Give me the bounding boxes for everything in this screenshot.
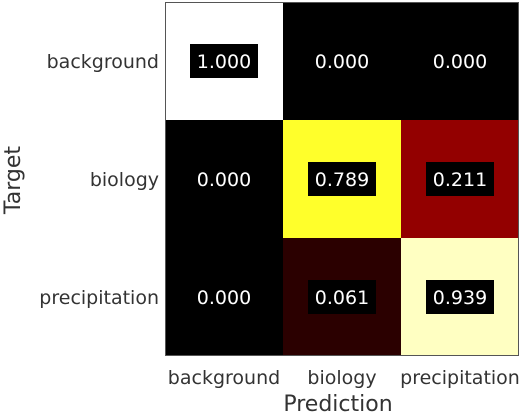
cell-value-label-background bbox=[426, 280, 494, 314]
cell-value-label-biology-biology: 0.789 bbox=[308, 162, 376, 196]
cell-value-text: 0.000 bbox=[315, 51, 369, 73]
cell-value-label-background bbox=[308, 280, 376, 314]
heatmap-value-labels: 1.000 0.000 0.000 0.000 0.789 0.211 0.000 0.061… bbox=[190, 44, 494, 314]
x-tick-label-precipitation: precipitation bbox=[400, 367, 520, 389]
y-tick-label-background: background bbox=[47, 51, 159, 73]
cell-value-text: 0.061 bbox=[315, 287, 369, 309]
x-tick-label-biology: biology bbox=[307, 367, 376, 389]
cell-value-label-background-precipitation: 0.000 bbox=[426, 44, 494, 78]
cell-value-label-background-biology: 0.000 bbox=[308, 44, 376, 78]
cell-value-label-background bbox=[426, 44, 494, 78]
cell-value-label-background bbox=[190, 162, 258, 196]
x-axis-label: Prediction bbox=[283, 392, 392, 412]
cell-value-label-background-background: 1.000 bbox=[190, 44, 258, 78]
cell-value-label-biology-background: 0.000 bbox=[190, 162, 258, 196]
plot-frame bbox=[165, 2, 519, 356]
cell-value-label-precipitation-precipitation: 0.939 bbox=[426, 280, 494, 314]
cell-value-text: 0.000 bbox=[433, 51, 487, 73]
cell-value-label-background bbox=[308, 44, 376, 78]
cell-value-text: 1.000 bbox=[197, 51, 251, 73]
x-tick-labels: background biology precipitation bbox=[168, 367, 520, 389]
cell-value-text: 0.211 bbox=[433, 169, 487, 191]
cell-value-label-biology-precipitation: 0.211 bbox=[426, 162, 494, 196]
cell-value-label-precipitation-background: 0.000 bbox=[190, 280, 258, 314]
y-tick-label-biology: biology bbox=[90, 169, 159, 191]
cell-value-label-precipitation-biology: 0.061 bbox=[308, 280, 376, 314]
cell-value-label-background bbox=[190, 44, 258, 78]
cell-value-label-background bbox=[190, 280, 258, 314]
cell-value-label-background bbox=[426, 162, 494, 196]
y-tick-labels: background biology precipitation bbox=[39, 51, 159, 309]
y-axis-label: Target bbox=[1, 146, 26, 215]
cell-value-label-background bbox=[308, 162, 376, 196]
x-tick-label-background: background bbox=[168, 367, 280, 389]
cell-value-text: 0.789 bbox=[315, 169, 369, 191]
cell-value-text: 0.000 bbox=[197, 287, 251, 309]
cell-value-text: 0.000 bbox=[197, 169, 251, 191]
cell-value-text: 0.939 bbox=[433, 287, 487, 309]
y-tick-label-precipitation: precipitation bbox=[39, 287, 159, 309]
